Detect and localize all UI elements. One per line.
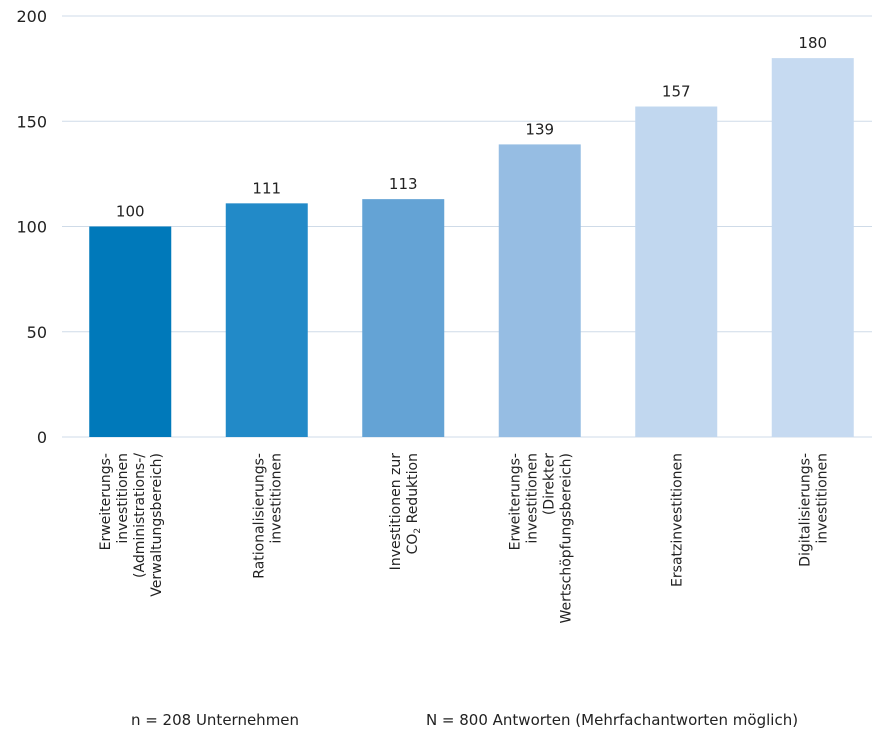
value-label: 139 bbox=[525, 120, 554, 138]
y-axis-ticks: 0 50 100 150 200 bbox=[16, 7, 47, 447]
y-tick-label: 100 bbox=[16, 218, 47, 237]
footnote-sample-size: n = 208 Unternehmen bbox=[131, 711, 299, 729]
bar bbox=[635, 106, 718, 437]
y-tick-label: 200 bbox=[16, 7, 47, 26]
category-labels: Erweiterungs-investitionen(Administratio… bbox=[98, 453, 831, 624]
bar bbox=[498, 144, 581, 437]
value-label: 113 bbox=[389, 175, 418, 193]
gridlines bbox=[62, 15, 872, 438]
y-tick-label: 50 bbox=[27, 323, 47, 342]
bar bbox=[771, 58, 854, 437]
y-tick-label: 0 bbox=[37, 428, 47, 447]
y-tick-label: 150 bbox=[16, 112, 47, 131]
category-label: Rationalisierungs-investitionen bbox=[251, 453, 284, 579]
footnote-responses: N = 800 Antworten (Mehrfachantworten mög… bbox=[426, 711, 798, 729]
category-label: Erweiterungs-investitionen(Administratio… bbox=[98, 453, 165, 597]
category-label: Investitionen zurCO2 Reduktion bbox=[388, 453, 423, 571]
value-label: 180 bbox=[798, 34, 827, 52]
category-label: Ersatzinvestitionen bbox=[669, 453, 685, 587]
category-label: Erweiterungs-investitionen(DirekterWerts… bbox=[507, 453, 574, 624]
bar bbox=[362, 199, 445, 437]
bar bbox=[89, 226, 172, 437]
value-labels: 100 111 113 139 157 180 bbox=[116, 34, 827, 220]
value-label: 100 bbox=[116, 203, 145, 221]
value-label: 111 bbox=[252, 179, 281, 197]
bars bbox=[89, 58, 854, 437]
category-label: Digitalisierungs-investitionen bbox=[797, 453, 830, 567]
bar bbox=[225, 203, 308, 437]
value-label: 157 bbox=[662, 83, 691, 101]
